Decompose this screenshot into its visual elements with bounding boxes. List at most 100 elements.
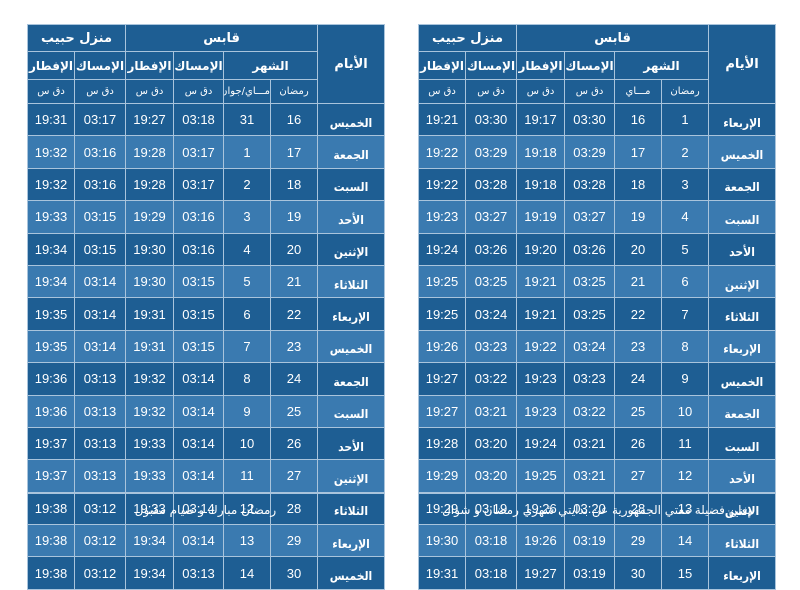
table-row: الإثنين 6 21 03:25 19:21 03:25 19:25	[418, 264, 777, 299]
imsak-header-2: الإمساك	[465, 51, 517, 80]
imsak-time-cell: 03:14	[173, 524, 225, 558]
day-cell: الجمعة	[317, 135, 386, 169]
iftar-time-cell-2: 19:29	[418, 459, 466, 493]
gregorian-label: مـــاي	[614, 79, 663, 104]
imsak-time-cell: 03:19	[564, 524, 616, 558]
ramadan-day-cell: 4	[661, 200, 710, 234]
imsak-time-cell: 03:24	[564, 329, 616, 364]
day-cell: الجمعة	[708, 394, 777, 428]
time-unit: دق س	[27, 79, 75, 104]
imsak-time-cell-2: 03:12	[74, 556, 126, 590]
imsak-time-cell: 03:26	[564, 232, 616, 266]
day-cell: الأحد	[317, 200, 386, 234]
table-row: الخميس 9 24 03:23 19:23 03:22 19:27	[418, 362, 777, 396]
imsak-time-cell: 03:15	[173, 329, 225, 364]
gregorian-day-cell: 29	[614, 524, 663, 558]
day-cell: الخميس	[317, 329, 386, 364]
iftar-time-cell: 19:21	[515, 297, 566, 331]
iftar-time-cell: 19:18	[515, 167, 566, 202]
iftar-time-cell: 19:33	[124, 426, 175, 461]
imsak-time-cell: 03:17	[173, 167, 225, 202]
iftar-time-cell-2: 19:32	[27, 167, 75, 202]
day-cell: الثلاثاء	[317, 491, 386, 526]
imsak-time-cell: 03:21	[564, 459, 616, 493]
ramadan-day-cell: 18	[270, 167, 319, 202]
schedule-rows-left: الخميس 16 31 03:18 19:27 03:17 19:31 الجمعة 17 1 0…	[27, 102, 386, 590]
imsak-time-cell: 03:14	[173, 426, 225, 461]
table-row: الجمعة 10 25 03:22 19:23 03:21 19:27	[418, 394, 777, 428]
iftar-time-cell-2: 19:28	[418, 426, 466, 461]
ramadan-day-cell: 21	[270, 264, 319, 299]
iftar-header-2: الإفطار	[418, 51, 466, 80]
day-cell: الإربعاء	[317, 524, 386, 558]
day-cell: الإربعاء	[317, 297, 386, 331]
gregorian-day-cell: 31	[223, 102, 272, 137]
gregorian-day-cell: 25	[614, 394, 663, 428]
iftar-time-cell: 19:34	[124, 524, 175, 558]
day-cell: الجمعة	[708, 167, 777, 202]
table-row: السبت 4 19 03:27 19:19 03:27 19:23	[418, 200, 777, 234]
iftar-header-2: الإفطار	[27, 51, 75, 80]
imsak-time-cell: 03:20	[564, 491, 616, 526]
table-row: السبت 25 9 03:14 19:32 03:13 19:36	[27, 394, 386, 428]
gregorian-day-cell: 27	[614, 459, 663, 493]
imsak-time-cell-2: 03:27	[465, 200, 517, 234]
imsak-time-cell: 03:27	[564, 200, 616, 234]
ramadan-day-cell: 29	[270, 524, 319, 558]
table-row: الثلاثاء 14 29 03:19 19:26 03:18 19:30	[418, 524, 777, 558]
city-header: قابس	[124, 24, 319, 52]
iftar-time-cell: 19:31	[124, 329, 175, 364]
day-cell: الأحد	[317, 426, 386, 461]
gregorian-day-cell: 20	[614, 232, 663, 266]
imsak-time-cell-2: 03:25	[465, 264, 517, 299]
days-header: الأيام	[317, 24, 386, 104]
day-cell: الخميس	[708, 135, 777, 169]
iftar-time-cell-2: 19:22	[418, 167, 466, 202]
ramadan-day-cell: 28	[270, 491, 319, 526]
imsak-time-cell-2: 03:23	[465, 329, 517, 364]
iftar-time-cell: 19:27	[124, 102, 175, 137]
schedule-panel-right: الأيام قابس منزل حبيب الشهر الإمساك الإف…	[418, 24, 777, 590]
gregorian-day-cell: 2	[223, 167, 272, 202]
imsak-time-cell: 03:28	[564, 167, 616, 202]
day-cell: السبت	[317, 167, 386, 202]
iftar-time-cell-2: 19:36	[27, 394, 75, 428]
ramadan-day-cell: 30	[270, 556, 319, 590]
day-cell: الإثنين	[708, 264, 777, 299]
ramadan-day-cell: 6	[661, 264, 710, 299]
ramadan-label: رمضان	[661, 79, 710, 104]
time-unit: دق س	[74, 79, 126, 104]
gregorian-day-cell: 5	[223, 264, 272, 299]
iftar-time-cell-2: 19:35	[27, 329, 75, 364]
iftar-time-cell-2: 19:38	[27, 524, 75, 558]
iftar-time-cell: 19:19	[515, 200, 566, 234]
iftar-time-cell: 19:22	[515, 329, 566, 364]
ramadan-day-cell: 23	[270, 329, 319, 364]
day-cell: السبت	[317, 394, 386, 428]
day-cell: الإثنين	[317, 459, 386, 493]
imsak-time-cell: 03:29	[564, 135, 616, 169]
gregorian-day-cell: 18	[614, 167, 663, 202]
gregorian-day-cell: 24	[614, 362, 663, 396]
gregorian-day-cell: 8	[223, 362, 272, 396]
iftar-time-cell-2: 19:25	[418, 297, 466, 331]
ramadan-day-cell: 10	[661, 394, 710, 428]
day-cell: الخميس	[317, 102, 386, 137]
imsak-time-cell: 03:15	[173, 264, 225, 299]
imsak-time-cell-2: 03:13	[74, 426, 126, 461]
table-row: الإثنين 20 4 03:16 19:30 03:15 19:34	[27, 232, 386, 266]
house-header: منزل حبيب	[418, 24, 517, 52]
iftar-time-cell-2: 19:38	[27, 556, 75, 590]
imsak-time-cell-2: 03:29	[465, 135, 517, 169]
ramadan-day-cell: 19	[270, 200, 319, 234]
day-cell: الأحد	[708, 232, 777, 266]
gregorian-day-cell: 23	[614, 329, 663, 364]
gregorian-day-cell: 14	[223, 556, 272, 590]
table-row: الثلاثاء 7 22 03:25 19:21 03:24 19:25	[418, 297, 777, 331]
table-row: الثلاثاء 28 12 03:14 19:33 03:12 19:38	[27, 491, 386, 526]
iftar-time-cell-2: 19:30	[418, 524, 466, 558]
table-row: الأحد 12 27 03:21 19:25 03:20 19:29	[418, 459, 777, 493]
ramadan-day-cell: 3	[661, 167, 710, 202]
imsak-time-cell: 03:14	[173, 459, 225, 493]
schedule-table-right: الأيام قابس منزل حبيب الشهر الإمساك الإف…	[418, 24, 777, 590]
